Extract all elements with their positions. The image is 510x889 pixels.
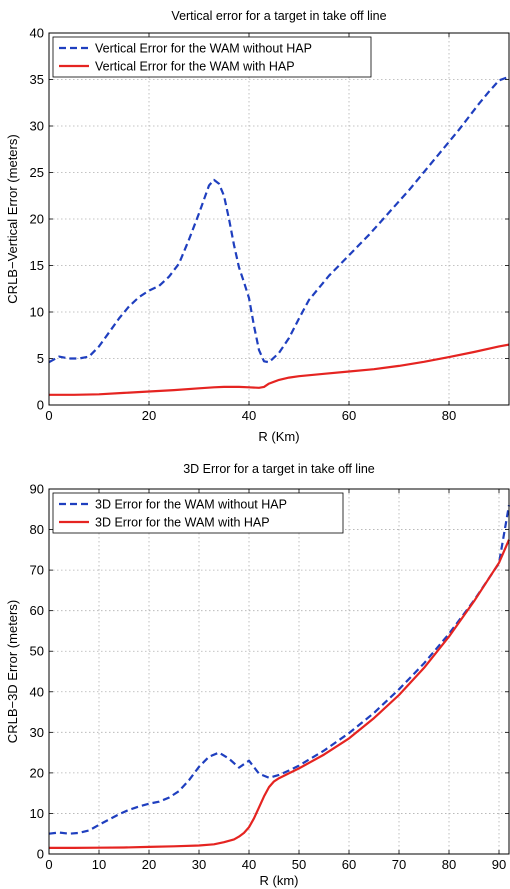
- chart-title: 3D Error for a target in take off line: [183, 462, 375, 476]
- plot-area: [49, 489, 509, 854]
- x-axis-label: R (km): [260, 873, 299, 888]
- legend-label: Vertical Error for the WAM with HAP: [95, 60, 295, 74]
- x-tick-label: 10: [92, 857, 106, 872]
- legend-label: 3D Error for the WAM without HAP: [95, 498, 287, 512]
- y-tick-label: 30: [30, 119, 44, 134]
- y-tick-label: 20: [30, 212, 44, 227]
- x-tick-label: 0: [45, 857, 52, 872]
- legend-box: [52, 492, 344, 534]
- y-tick-label: 40: [30, 26, 44, 41]
- series-line-without-hap: [48, 75, 510, 364]
- x-tick-label: 60: [342, 408, 356, 423]
- y-tick-label: 20: [30, 765, 44, 780]
- y-tick-label: 30: [30, 725, 44, 740]
- y-tick-label: 40: [30, 684, 44, 699]
- x-tick-label: 90: [492, 857, 506, 872]
- y-tick-label: 0: [37, 398, 44, 413]
- y-axis-label: CRLB−3D Error (meters): [5, 600, 20, 743]
- x-tick-label: 80: [442, 857, 456, 872]
- chart-title: Vertical error for a target in take off …: [171, 9, 386, 23]
- y-axis-label: CRLB−Vertical Error (meters): [5, 134, 20, 303]
- series-line-with-hap: [49, 539, 510, 850]
- x-tick-label: 20: [142, 857, 156, 872]
- x-tick-label: 70: [392, 857, 406, 872]
- x-tick-label: 20: [142, 408, 156, 423]
- y-tick-label: 10: [30, 806, 44, 821]
- 3d-error-chart: 0 10 20 30 40 50 60 70 80 90 0 10 20 30 40 50 60 70 80 90 3D…: [5, 462, 510, 888]
- legend-label: 3D Error for the WAM with HAP: [95, 516, 270, 530]
- x-axis-label: R (Km): [258, 429, 299, 444]
- y-tick-label: 50: [30, 644, 44, 659]
- x-tick-label: 80: [442, 408, 456, 423]
- y-tick-label: 60: [30, 603, 44, 618]
- x-tick-label: 40: [242, 857, 256, 872]
- x-tick-label: 50: [292, 857, 306, 872]
- vertical-error-chart: 0 20 40 60 80 0 5 10 15 20 25 30 35 40 Vertical error …: [5, 9, 510, 444]
- legend-label: Vertical Error for the WAM without HAP: [95, 42, 312, 56]
- axes-frame: [48, 32, 510, 406]
- y-tick-label: 80: [30, 522, 44, 537]
- legend-box: [52, 36, 372, 78]
- y-tick-label: 35: [30, 72, 44, 87]
- y-tick-label: 5: [37, 351, 44, 366]
- y-tick-label: 25: [30, 165, 44, 180]
- series-line-with-hap: [49, 343, 510, 396]
- series-line-without-hap: [48, 505, 510, 835]
- y-tick-label: 0: [37, 847, 44, 862]
- y-tick-label: 90: [30, 482, 44, 497]
- x-tick-label: 30: [192, 857, 206, 872]
- y-tick-label: 70: [30, 563, 44, 578]
- y-tick-label: 10: [30, 305, 44, 320]
- x-tick-label: 0: [45, 408, 52, 423]
- x-tick-label: 60: [342, 857, 356, 872]
- axes-frame: [48, 488, 510, 855]
- x-tick-label: 40: [242, 408, 256, 423]
- y-tick-label: 15: [30, 258, 44, 273]
